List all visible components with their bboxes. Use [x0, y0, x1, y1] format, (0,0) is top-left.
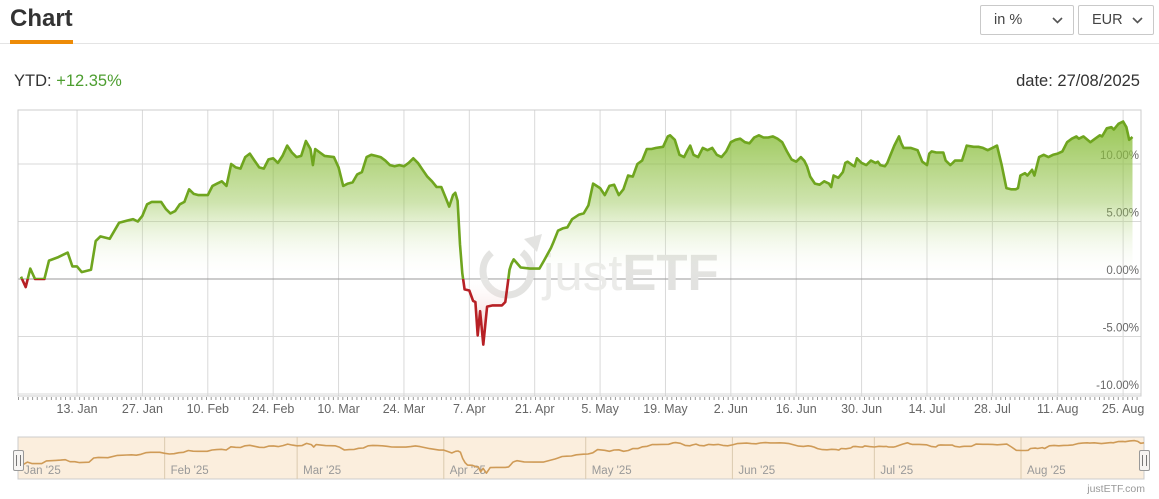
- svg-text:25. Aug: 25. Aug: [1102, 402, 1144, 416]
- svg-text:19. May: 19. May: [643, 402, 688, 416]
- svg-text:11. Aug: 11. Aug: [1037, 402, 1079, 416]
- ytd-label: YTD:: [14, 72, 52, 90]
- svg-text:Mar '25: Mar '25: [303, 465, 341, 477]
- svg-text:May '25: May '25: [592, 465, 632, 477]
- chevron-down-icon: [1132, 16, 1143, 24]
- svg-text:Apr '25: Apr '25: [450, 465, 486, 477]
- svg-text:24. Mar: 24. Mar: [383, 402, 425, 416]
- currency-select-value: EUR: [1092, 12, 1123, 28]
- currency-select[interactable]: EUR: [1078, 5, 1154, 35]
- svg-text:10. Mar: 10. Mar: [317, 402, 359, 416]
- ytd-summary: YTD: +12.35%: [14, 72, 122, 91]
- svg-text:5. May: 5. May: [581, 402, 619, 416]
- chart-date: date: 27/08/2025: [1016, 72, 1140, 90]
- unit-select-value: in %: [994, 12, 1023, 28]
- svg-text:13. Jan: 13. Jan: [57, 402, 98, 416]
- svg-text:-10.00%: -10.00%: [1096, 380, 1139, 392]
- navigator-right-handle[interactable]: [1139, 450, 1150, 471]
- performance-area-chart: 10.00%5.00%0.00%-5.00%-10.00%13. Jan27. …: [17, 109, 1144, 416]
- unit-select[interactable]: in %: [980, 5, 1074, 35]
- svg-text:Jun '25: Jun '25: [738, 465, 775, 477]
- svg-text:30. Jun: 30. Jun: [841, 402, 882, 416]
- chevron-down-icon: [1052, 16, 1063, 24]
- ytd-value: +12.35%: [56, 72, 122, 90]
- svg-text:Aug '25: Aug '25: [1027, 465, 1066, 477]
- svg-text:Jan '25: Jan '25: [24, 465, 61, 477]
- navigator-left-handle[interactable]: [13, 450, 24, 471]
- navigator-chart[interactable]: Jan '25 Feb '25 Mar '25 Apr '25 May '25 Jun '…: [0, 433, 1159, 483]
- svg-text:27. Jan: 27. Jan: [122, 402, 163, 416]
- svg-text:Feb '25: Feb '25: [171, 465, 209, 477]
- page-title: Chart: [10, 5, 73, 32]
- branding-watermark: justETF.com: [1087, 483, 1145, 495]
- svg-text:-5.00%: -5.00%: [1103, 323, 1139, 335]
- svg-text:7. Apr: 7. Apr: [453, 402, 486, 416]
- header-divider: [0, 43, 1159, 44]
- svg-text:10. Feb: 10. Feb: [187, 402, 229, 416]
- svg-text:Jul '25: Jul '25: [880, 465, 913, 477]
- title-accent-bar: [10, 40, 73, 44]
- svg-text:24. Feb: 24. Feb: [252, 402, 294, 416]
- svg-text:28. Jul: 28. Jul: [974, 402, 1011, 416]
- svg-text:14. Jul: 14. Jul: [909, 402, 946, 416]
- svg-text:2. Jun: 2. Jun: [714, 402, 748, 416]
- svg-text:16. Jun: 16. Jun: [776, 402, 817, 416]
- svg-text:21. Apr: 21. Apr: [515, 402, 555, 416]
